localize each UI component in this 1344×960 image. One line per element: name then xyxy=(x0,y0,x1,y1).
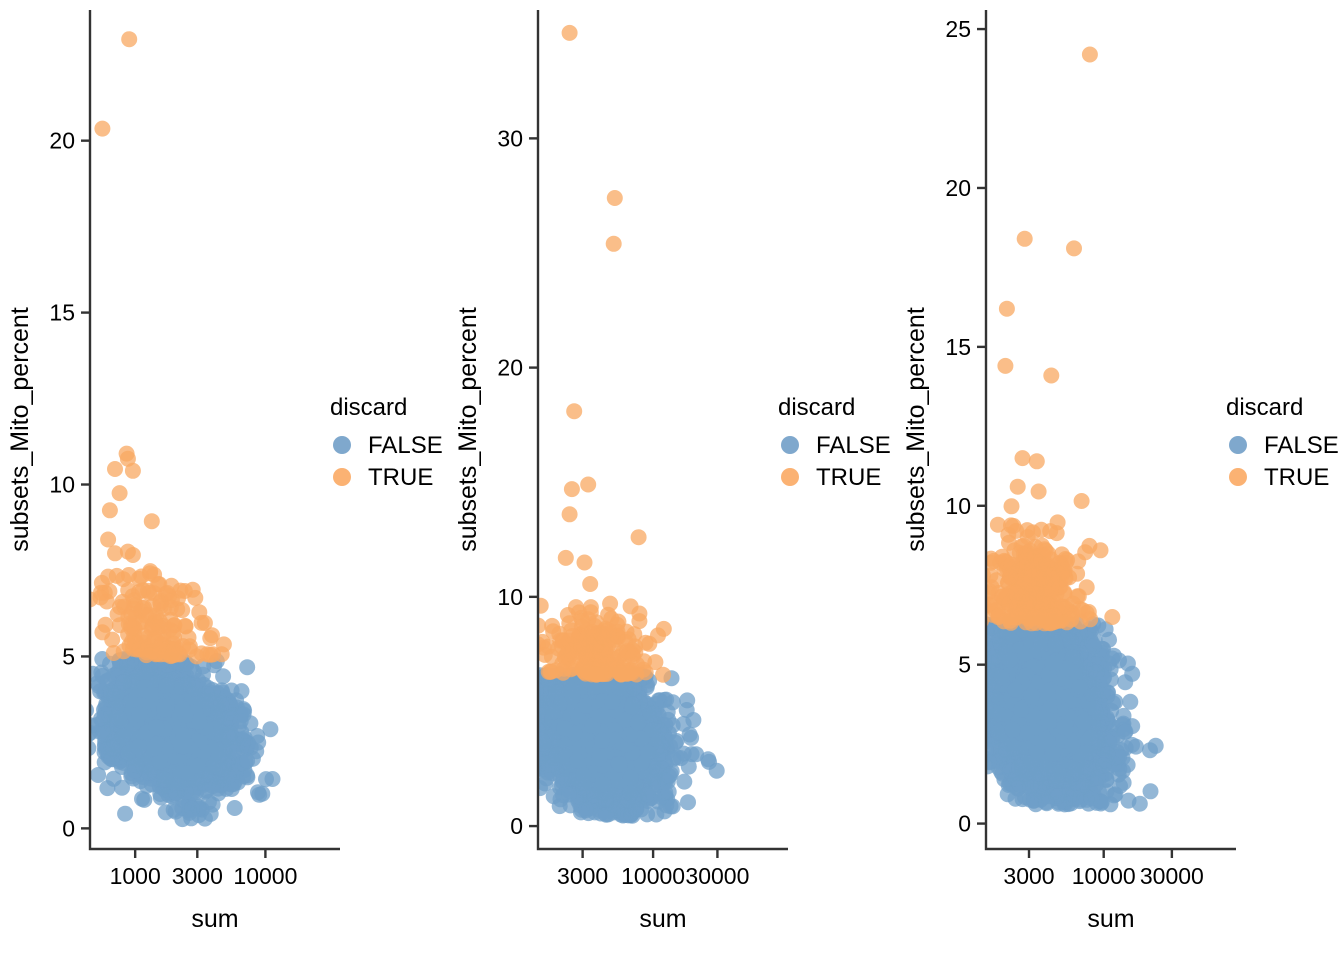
y-tick-label: 0 xyxy=(510,813,523,839)
legend-label-false[interactable]: FALSE xyxy=(1264,432,1339,459)
legend-key-true[interactable] xyxy=(1229,468,1247,486)
y-tick-label: 5 xyxy=(62,643,75,669)
y-tick-label: 5 xyxy=(958,652,971,678)
axis-lines xyxy=(88,10,340,851)
scatter-panel-1: 0 5 10 15 20 1000 3000 10000 sum subsets_Mito_per… xyxy=(0,0,448,960)
legend-key-false[interactable] xyxy=(333,436,351,454)
y-tick-label: 20 xyxy=(49,128,75,154)
panel-canvas: 0 10 20 30 3000 10000 30000 sum subsets_Mito_per… xyxy=(454,10,891,933)
panel-canvas: 0 5 10 15 20 1000 3000 10000 sum subsets_Mito_per… xyxy=(6,10,443,933)
axis-lines xyxy=(984,10,1236,851)
x-tick-label: 30000 xyxy=(685,863,749,889)
y-axis-title: subsets_Mito_percent xyxy=(6,307,34,552)
x-axis-title: sum xyxy=(639,905,686,933)
x-tick-label: 1000 xyxy=(110,863,161,889)
legend-key-true[interactable] xyxy=(781,468,799,486)
y-tick-label: 10 xyxy=(945,493,971,519)
x-tick-label: 3000 xyxy=(172,863,223,889)
x-tick-label: 30000 xyxy=(1140,863,1204,889)
y-tick-label: 15 xyxy=(49,300,75,326)
x-axis-title: sum xyxy=(1087,905,1134,933)
y-tick-label: 20 xyxy=(945,175,971,201)
legend-label-false[interactable]: FALSE xyxy=(368,432,443,459)
scatter-panel-3: 0 5 10 15 20 25 3000 10000 30000 sum subsets_Mito_… xyxy=(896,0,1344,960)
data-points-layer xyxy=(91,31,281,828)
x-tick-label: 10000 xyxy=(621,863,685,889)
y-tick-label: 0 xyxy=(958,811,971,837)
legend-label-false[interactable]: FALSE xyxy=(816,432,891,459)
legend-label-true[interactable]: TRUE xyxy=(368,464,433,491)
y-tick-label: 30 xyxy=(497,125,523,151)
y-tick-label: 25 xyxy=(945,16,971,42)
legend-label-true[interactable]: TRUE xyxy=(1264,464,1329,491)
y-axis-title: subsets_Mito_percent xyxy=(902,307,930,552)
legend-key-false[interactable] xyxy=(1229,436,1247,454)
y-tick-label: 20 xyxy=(497,355,523,381)
x-tick-label: 3000 xyxy=(1003,863,1054,889)
y-axis-title: subsets_Mito_percent xyxy=(454,307,482,552)
y-tick-label: 0 xyxy=(62,815,75,841)
legend-label-true[interactable]: TRUE xyxy=(816,464,881,491)
y-tick-label: 10 xyxy=(49,472,75,498)
scatter-panel-2: 0 10 20 30 3000 10000 30000 sum subsets_Mito_per… xyxy=(448,0,896,960)
legend-title: discard xyxy=(778,394,855,421)
axis-lines xyxy=(536,10,788,851)
legend-title: discard xyxy=(1226,394,1303,421)
x-axis-title: sum xyxy=(191,905,238,933)
legend-title: discard xyxy=(330,394,407,421)
x-tick-label: 10000 xyxy=(1072,863,1136,889)
x-tick-label: 3000 xyxy=(557,863,608,889)
legend-key-false[interactable] xyxy=(781,436,799,454)
data-points-layer xyxy=(539,24,725,824)
y-tick-label: 10 xyxy=(497,584,523,610)
legend-key-true[interactable] xyxy=(333,468,351,486)
data-points-layer xyxy=(987,46,1164,813)
y-tick-label: 15 xyxy=(945,334,971,360)
x-tick-label: 10000 xyxy=(233,863,297,889)
